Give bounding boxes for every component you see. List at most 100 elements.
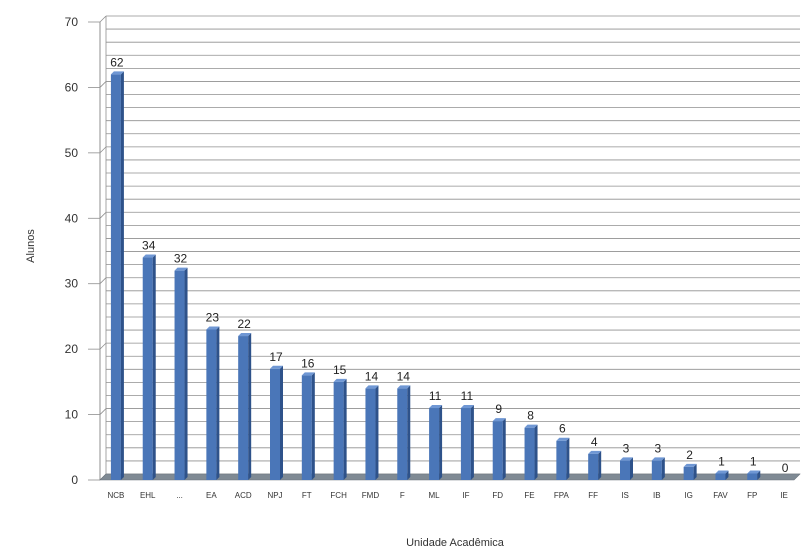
x-axis-ticks: NCB EHL... EA ACD NPJ FT FCH FMD F ML IF FD FE FPA FF I… bbox=[107, 491, 787, 500]
data-label: 2 bbox=[686, 448, 693, 462]
x-axis-title: Unidade Acadêmica bbox=[406, 537, 505, 549]
x-tick-label: IF bbox=[462, 491, 469, 500]
x-tick-label: FT bbox=[302, 491, 312, 500]
y-tick-label: 50 bbox=[65, 146, 79, 160]
x-tick-label: IG bbox=[684, 491, 692, 500]
bar-side bbox=[470, 405, 474, 480]
bar bbox=[333, 381, 344, 480]
bar bbox=[524, 427, 535, 480]
bar-side bbox=[661, 457, 665, 480]
data-label: 6 bbox=[559, 422, 566, 436]
bar-side bbox=[693, 463, 697, 480]
bar-top bbox=[238, 333, 252, 337]
bar-top bbox=[206, 326, 220, 330]
data-label: 15 bbox=[333, 363, 347, 377]
bar-top bbox=[142, 254, 156, 258]
bar-side bbox=[630, 457, 633, 480]
bar bbox=[301, 375, 312, 480]
y-tick-label: 10 bbox=[65, 408, 79, 422]
gridline-connector bbox=[99, 212, 107, 219]
data-label: 9 bbox=[495, 402, 502, 416]
x-tick-label: FD bbox=[492, 491, 503, 500]
bar-side bbox=[439, 405, 443, 480]
bar-top bbox=[174, 267, 188, 271]
data-label: 34 bbox=[142, 239, 156, 253]
y-tick-label: 40 bbox=[65, 211, 79, 225]
bar-top bbox=[365, 385, 379, 389]
x-tick-label: FPA bbox=[554, 491, 570, 500]
bar-top bbox=[524, 424, 538, 428]
bar bbox=[365, 388, 376, 480]
x-tick-label: ACD bbox=[235, 491, 252, 500]
x-tick-label: F bbox=[400, 491, 405, 500]
bar bbox=[397, 388, 408, 480]
bar bbox=[492, 421, 503, 480]
gridline-connector bbox=[99, 146, 107, 154]
data-label: 3 bbox=[623, 441, 630, 455]
bar bbox=[620, 460, 630, 480]
bar-side bbox=[407, 385, 411, 480]
gridline-connector bbox=[99, 277, 107, 284]
bar-top bbox=[620, 457, 633, 461]
bar-top bbox=[556, 437, 570, 441]
data-label: 17 bbox=[269, 350, 283, 364]
y-axis-ticks: 0 10 20 30 40 50 60 70 bbox=[65, 15, 100, 487]
bar-side bbox=[598, 450, 602, 480]
gridline-connector bbox=[99, 342, 107, 350]
x-tick-label: NPJ bbox=[267, 491, 282, 500]
bar bbox=[110, 74, 121, 480]
bar bbox=[556, 440, 567, 480]
gridlines bbox=[99, 15, 800, 481]
bar bbox=[460, 408, 471, 480]
bar-side bbox=[566, 437, 570, 480]
y-tick-label: 30 bbox=[65, 277, 79, 291]
bar bbox=[270, 368, 280, 480]
bar-side bbox=[757, 470, 761, 480]
bar-top bbox=[651, 457, 665, 461]
y-tick-label: 20 bbox=[65, 342, 79, 356]
bar-top bbox=[110, 71, 124, 75]
bar bbox=[683, 466, 694, 480]
bar bbox=[206, 329, 217, 480]
x-tick-label: NCB bbox=[107, 491, 124, 500]
x-tick-label: EHL bbox=[140, 491, 156, 500]
data-label: 0 bbox=[782, 461, 789, 475]
x-tick-label: ML bbox=[429, 491, 441, 500]
bars bbox=[110, 71, 761, 480]
data-label: 23 bbox=[206, 311, 220, 325]
bar-top bbox=[460, 405, 474, 409]
x-tick-label: ... bbox=[176, 491, 183, 500]
bar-top bbox=[333, 378, 347, 382]
bar-top bbox=[270, 365, 283, 369]
y-tick-label: 70 bbox=[65, 15, 79, 29]
data-label: 11 bbox=[429, 389, 442, 403]
bar bbox=[588, 453, 599, 480]
bar-top bbox=[683, 463, 697, 467]
bar bbox=[142, 257, 153, 480]
x-tick-label: EA bbox=[206, 491, 217, 500]
bar-top bbox=[397, 385, 411, 389]
data-label: 16 bbox=[301, 356, 315, 370]
bar-side bbox=[152, 254, 156, 480]
bar-top bbox=[492, 418, 506, 422]
bar bbox=[174, 270, 185, 480]
x-tick-label: IB bbox=[653, 491, 661, 500]
bar bbox=[651, 460, 662, 480]
bar bbox=[747, 473, 758, 480]
bar-side bbox=[343, 378, 347, 480]
bar bbox=[715, 473, 726, 480]
bar-top bbox=[301, 372, 315, 376]
bar-side bbox=[534, 424, 538, 480]
bar-side bbox=[502, 418, 506, 480]
x-tick-label: FP bbox=[747, 491, 757, 500]
bar-side bbox=[311, 372, 315, 480]
bar-top bbox=[588, 450, 602, 454]
bar-side bbox=[120, 71, 124, 480]
data-label: 1 bbox=[718, 454, 725, 468]
bar-top bbox=[429, 405, 443, 409]
data-label: 4 bbox=[591, 435, 598, 449]
bar-side bbox=[375, 385, 379, 480]
data-label: 8 bbox=[527, 409, 534, 423]
